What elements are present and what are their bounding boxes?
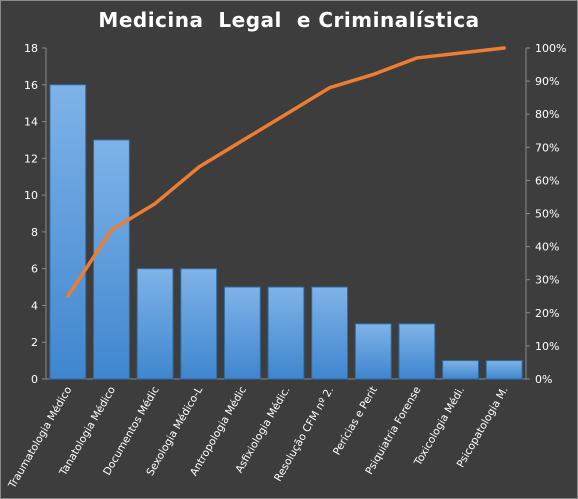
left-tick-label: 0 xyxy=(31,373,38,386)
chart-title: Medicina Legal e Criminalística xyxy=(98,8,480,32)
bar xyxy=(223,286,261,380)
left-tick-label: 14 xyxy=(24,116,38,129)
left-tick-label: 4 xyxy=(31,299,38,312)
bar xyxy=(93,139,130,380)
right-tick-label: 90% xyxy=(535,75,559,88)
right-tick-label: 20% xyxy=(535,307,559,320)
right-tick-label: 0% xyxy=(535,373,552,386)
right-tick-label: 50% xyxy=(535,208,559,221)
right-tick-label: 40% xyxy=(535,241,559,254)
left-tick-label: 16 xyxy=(24,79,38,92)
left-tick-label: 12 xyxy=(24,152,38,165)
bar xyxy=(49,84,87,380)
left-tick-label: 18 xyxy=(24,42,38,55)
category-label: Perícias e Perit xyxy=(331,385,380,458)
right-axis-ticks: 0% 10% 20% 30% 40% 50% 60% 70% 80% 90% 100% xyxy=(526,42,566,386)
bar xyxy=(311,286,349,380)
cumulative-line xyxy=(66,46,506,298)
right-tick-label: 10% xyxy=(535,340,559,353)
right-tick-label: 30% xyxy=(535,274,559,287)
left-tick-label: 6 xyxy=(31,263,38,276)
bar xyxy=(485,360,523,380)
right-tick-label: 70% xyxy=(535,141,559,154)
right-tick-label: 60% xyxy=(535,174,559,187)
bar xyxy=(398,323,436,380)
left-axis-ticks: 0 2 4 6 8 10 12 14 16 18 xyxy=(24,42,46,386)
right-tick-label: 100% xyxy=(535,42,566,55)
left-tick-label: 10 xyxy=(24,189,38,202)
cumulative-line-series xyxy=(66,46,506,298)
bar xyxy=(136,268,174,380)
right-tick-label: 80% xyxy=(535,108,559,121)
bar xyxy=(442,360,479,380)
bar xyxy=(180,268,218,380)
bar-series xyxy=(49,84,523,380)
left-tick-label: 2 xyxy=(31,336,38,349)
bar xyxy=(354,323,392,380)
bar xyxy=(267,286,305,380)
left-tick-label: 8 xyxy=(31,226,38,239)
